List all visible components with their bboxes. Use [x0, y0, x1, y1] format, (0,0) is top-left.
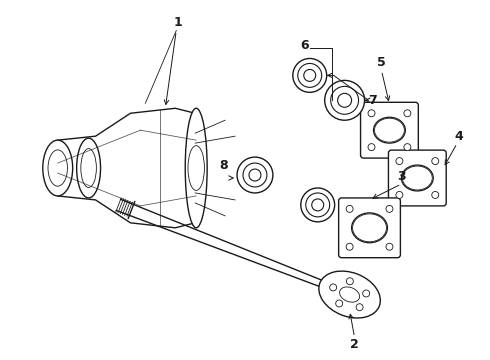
Ellipse shape: [352, 213, 388, 243]
Circle shape: [336, 300, 343, 307]
Text: 7: 7: [368, 94, 377, 107]
Text: 3: 3: [397, 170, 406, 183]
Polygon shape: [58, 108, 195, 228]
Ellipse shape: [373, 117, 405, 143]
Circle shape: [386, 243, 393, 250]
Circle shape: [368, 110, 375, 117]
Ellipse shape: [402, 166, 432, 190]
FancyBboxPatch shape: [389, 150, 446, 206]
Circle shape: [363, 290, 369, 297]
Ellipse shape: [185, 108, 207, 228]
Ellipse shape: [401, 165, 433, 191]
Text: 5: 5: [377, 56, 386, 69]
Ellipse shape: [48, 150, 68, 186]
Circle shape: [396, 158, 403, 165]
Circle shape: [237, 157, 273, 193]
Circle shape: [386, 206, 393, 212]
Text: 4: 4: [455, 130, 464, 143]
Ellipse shape: [374, 118, 404, 142]
Circle shape: [304, 69, 316, 81]
Circle shape: [249, 169, 261, 181]
Circle shape: [330, 284, 337, 291]
Circle shape: [368, 144, 375, 150]
Circle shape: [346, 278, 353, 285]
FancyBboxPatch shape: [361, 102, 418, 158]
Circle shape: [346, 206, 353, 212]
Circle shape: [301, 188, 335, 222]
FancyBboxPatch shape: [339, 198, 400, 258]
Ellipse shape: [81, 149, 97, 188]
Circle shape: [312, 199, 324, 211]
Circle shape: [432, 192, 439, 198]
Circle shape: [432, 158, 439, 165]
Ellipse shape: [353, 214, 387, 242]
Circle shape: [356, 304, 363, 311]
Ellipse shape: [76, 138, 100, 198]
Text: 8: 8: [219, 158, 227, 172]
Circle shape: [306, 193, 330, 217]
Text: 6: 6: [300, 39, 309, 52]
Ellipse shape: [43, 140, 73, 196]
Circle shape: [331, 86, 359, 114]
Text: 2: 2: [350, 338, 359, 351]
Circle shape: [293, 58, 327, 92]
Circle shape: [243, 163, 267, 187]
Circle shape: [338, 93, 352, 107]
Circle shape: [396, 192, 403, 198]
Circle shape: [404, 144, 411, 150]
Circle shape: [298, 63, 322, 87]
Circle shape: [404, 110, 411, 117]
Ellipse shape: [340, 287, 360, 302]
Circle shape: [325, 80, 365, 120]
Ellipse shape: [188, 146, 204, 190]
Ellipse shape: [319, 271, 380, 318]
Text: 1: 1: [174, 16, 183, 29]
Circle shape: [346, 243, 353, 250]
